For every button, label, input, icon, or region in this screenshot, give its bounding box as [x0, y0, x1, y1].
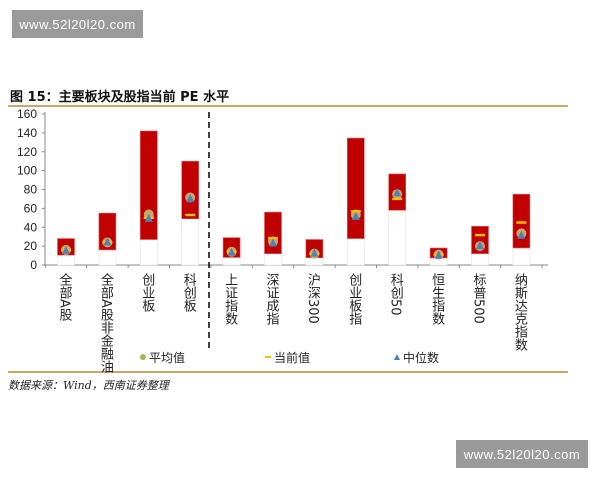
y-tick-label: 140 [17, 126, 37, 140]
figure-title: 图 15：主要板块及股指当前 PE 水平 [10, 90, 230, 105]
bar-range [346, 137, 365, 239]
category-label: 全部A股非金融油 [98, 272, 114, 373]
bottom-rule [8, 371, 568, 373]
median-marker [310, 248, 319, 257]
current-marker [185, 213, 196, 217]
median-marker [269, 238, 277, 247]
current-marker [516, 221, 527, 224]
bar-range [140, 130, 158, 240]
y-tick-label: 40 [24, 220, 38, 234]
y-tick-label: 0 [30, 258, 37, 272]
category-label: 恒生指数 [429, 273, 445, 325]
legend-average-icon [140, 354, 146, 360]
bar-base [98, 249, 117, 266]
current-marker [268, 236, 278, 240]
category-label: 标普500 [471, 273, 487, 324]
current-marker [350, 210, 361, 213]
bar-range [512, 193, 531, 249]
category-label: 深证成指 [264, 273, 280, 325]
y-tick-label: 160 [17, 107, 37, 121]
median-marker [144, 213, 153, 222]
bar-base [57, 254, 75, 266]
bar-base [388, 209, 407, 266]
bar-range [264, 211, 282, 254]
category-label: 科创板 [181, 273, 197, 313]
category-label: 创业板指 [346, 273, 362, 325]
legend-current-icon [265, 356, 271, 358]
bar-base [346, 238, 365, 266]
y-tick-label: 60 [24, 201, 38, 215]
median-marker [393, 188, 402, 197]
median-marker [351, 211, 360, 220]
bar-base [471, 253, 489, 266]
legend-label: 平均值 [149, 350, 185, 365]
bar-base [181, 218, 199, 266]
y-tick-label: 20 [24, 239, 38, 253]
bar-base [512, 247, 531, 266]
y-tick-label: 80 [24, 183, 38, 197]
category-label: 上证指数 [222, 273, 238, 325]
median-marker [227, 247, 236, 256]
legend-median-icon [394, 354, 400, 360]
category-label: 全部A股 [57, 272, 73, 322]
y-tick-label: 120 [17, 145, 37, 159]
bar-base [140, 239, 158, 266]
bar-range [181, 160, 199, 220]
current-marker [392, 197, 403, 201]
bar-base [305, 257, 324, 266]
category-label: 科创50 [388, 273, 404, 316]
source-note: 数据来源：Wind，西南证券整理 [8, 379, 169, 392]
median-marker [186, 193, 195, 202]
current-marker [475, 233, 485, 237]
median-marker [517, 230, 526, 239]
category-label: 纳斯达克指数 [512, 273, 528, 351]
median-marker [434, 250, 443, 259]
median-marker [476, 241, 484, 250]
legend-label: 中位数 [403, 350, 439, 365]
category-label: 沪深300 [305, 272, 321, 323]
median-marker [103, 237, 112, 246]
category-label: 创业板 [139, 273, 155, 313]
watermark-top: www.52l20l20.com [12, 10, 143, 38]
median-marker [62, 245, 70, 254]
bar-base [222, 257, 241, 266]
bar-base [264, 253, 282, 266]
top-rule [8, 105, 568, 107]
watermark-bottom: www.52l20l20.com [456, 440, 588, 468]
legend-label: 当前值 [274, 350, 310, 365]
y-tick-label: 100 [17, 164, 37, 178]
